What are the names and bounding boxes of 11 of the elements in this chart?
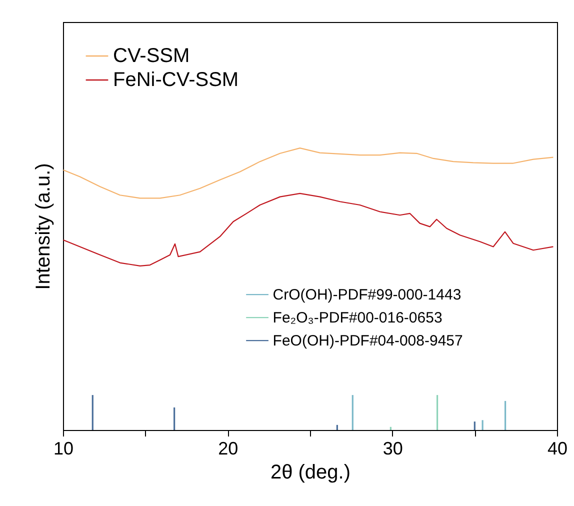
- x-axis-title: 2θ (deg.): [270, 462, 351, 484]
- x-tick-label: 40: [547, 438, 568, 458]
- legend-label: FeNi-CV-SSM: [113, 69, 239, 91]
- x-tick-label: 10: [53, 438, 74, 458]
- y-axis-title: Intensity (a.u.): [32, 163, 54, 290]
- legend-label: CrO(OH)-PDF#99-000-1443: [272, 286, 462, 304]
- x-tick-label: 30: [382, 438, 403, 458]
- x-tick-label: 20: [218, 438, 238, 458]
- legend-label: FeO(OH)-PDF#04-008-9457: [272, 332, 463, 350]
- legend-label: Fe₂O₃-PDF#00-016-0653: [272, 310, 442, 327]
- legend-label: CV-SSM: [113, 45, 190, 67]
